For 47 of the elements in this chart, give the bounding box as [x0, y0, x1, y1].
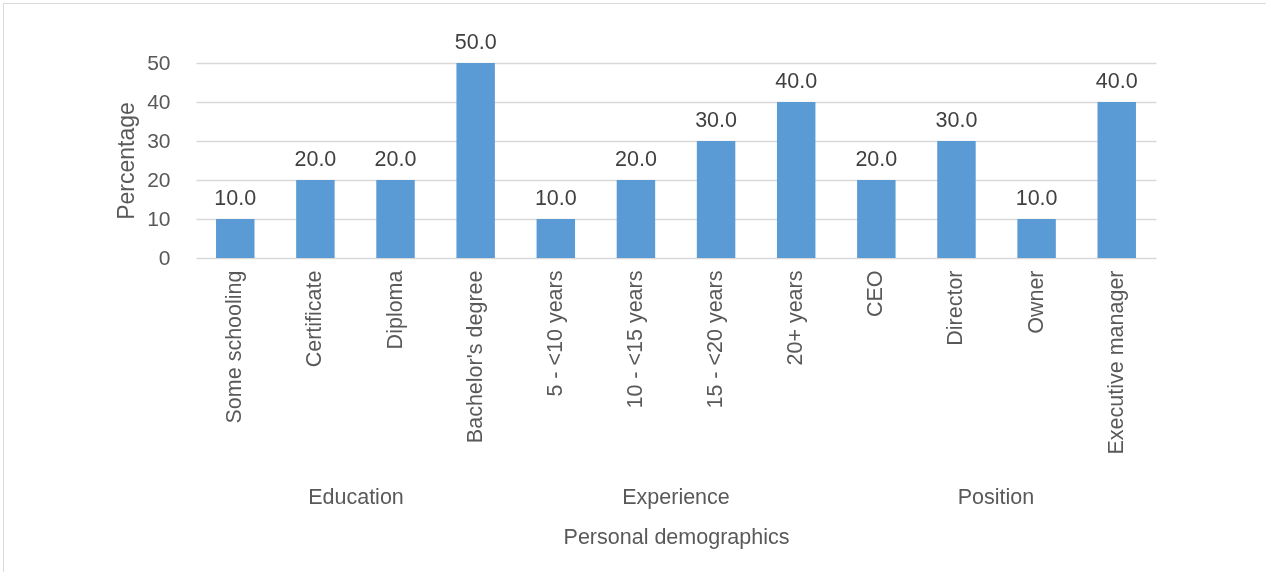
bar [216, 219, 255, 258]
x-tick-label: Diploma [382, 270, 407, 350]
text: Experience [622, 485, 730, 509]
x-tick-label: Executive manager [1103, 270, 1128, 455]
x-tick-label: Certificate [302, 270, 327, 368]
y-tick-label: 30 [147, 128, 171, 152]
x-tick-label: 10 - <15 years [622, 270, 647, 409]
x-tick-label: 20+ years [783, 270, 808, 366]
x-tick-label: Director [943, 270, 968, 346]
bar [937, 141, 976, 258]
data-label: 30.0 [935, 108, 978, 132]
x-tick-label: 15 - <20 years [703, 270, 728, 409]
bar [1097, 102, 1136, 258]
bar [616, 180, 656, 258]
data-label: 30.0 [695, 108, 738, 132]
x-tick-label: Some schooling [222, 270, 247, 424]
bar [776, 102, 816, 258]
y-tick-label: 40 [147, 89, 171, 113]
bar [696, 141, 736, 258]
data-label: 40.0 [1095, 69, 1138, 93]
x-tick-label: Owner [1023, 270, 1048, 334]
data-label: 10.0 [214, 186, 257, 210]
x-tick-label: 5 - <10 years [542, 270, 567, 397]
y-axis-title: Percentage [113, 102, 140, 220]
y-tick-label: 0 [158, 245, 171, 269]
bar [857, 180, 896, 258]
bar [456, 63, 495, 258]
data-label: 40.0 [775, 69, 818, 93]
bar [296, 180, 335, 258]
text: Position [957, 485, 1035, 509]
text: Education [308, 485, 404, 509]
bar [376, 180, 415, 258]
data-label: 20.0 [855, 147, 898, 171]
data-label: 20.0 [374, 147, 417, 171]
data-label: 10.0 [1015, 186, 1058, 210]
x-axis-title: Personal demographics [563, 524, 790, 549]
x-tick-label: CEO [863, 270, 888, 318]
y-tick-label: 10 [147, 206, 171, 230]
y-tick-label: 50 [147, 50, 171, 74]
bar [536, 219, 576, 258]
bar [1017, 219, 1056, 258]
data-label: 50.0 [454, 30, 497, 54]
data-label: 20.0 [294, 147, 337, 171]
x-tick-label: Bachelor's degree [462, 270, 487, 444]
y-tick-label: 20 [147, 167, 171, 191]
data-label: 10.0 [534, 186, 577, 210]
data-label: 20.0 [615, 147, 657, 171]
